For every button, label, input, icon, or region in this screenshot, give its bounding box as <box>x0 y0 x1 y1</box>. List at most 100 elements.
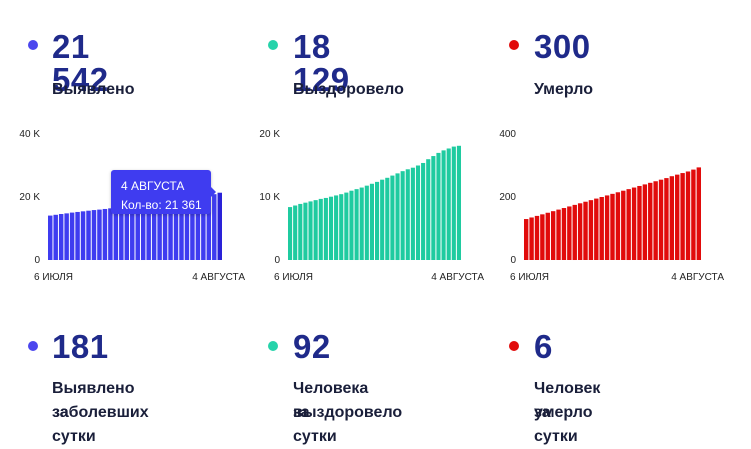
chart-bar <box>621 190 626 260</box>
chart-bar[interactable] <box>64 213 69 260</box>
y-tick-label: 20 K <box>259 129 280 140</box>
stat-detected-dot <box>28 40 38 50</box>
chart-bar[interactable] <box>140 204 146 261</box>
chart-bar <box>567 206 572 260</box>
chart-bar <box>400 171 405 260</box>
chart-bar[interactable] <box>195 197 201 260</box>
stat-recovered-value: 18 129 <box>293 28 350 98</box>
chart-bar <box>359 187 364 260</box>
chart-bar <box>303 202 308 260</box>
chart-bar[interactable] <box>130 205 135 260</box>
y-tick-label: 40 K <box>19 129 40 140</box>
chart-bar[interactable] <box>119 207 124 260</box>
chart-bar[interactable] <box>86 210 91 260</box>
chart-bar <box>369 183 374 260</box>
daily-recovered-label-line2: за сутки <box>293 404 337 445</box>
chart-bar[interactable] <box>91 210 97 260</box>
chart-bar[interactable] <box>124 206 130 260</box>
chart-bar <box>456 145 461 260</box>
chart-bar[interactable] <box>58 214 64 260</box>
stat-detected-value: 21 542 <box>52 28 109 98</box>
chart-bar <box>318 198 323 260</box>
daily-died-label-line2: за сутки <box>534 404 578 445</box>
chart-bar <box>390 175 395 260</box>
chart-bar <box>669 176 675 260</box>
chart-bar <box>540 214 545 260</box>
daily-detected-dot <box>28 341 38 351</box>
chart-bar <box>556 209 561 260</box>
chart-bar[interactable] <box>146 204 151 260</box>
chart-bar <box>349 190 354 260</box>
chart-bar <box>436 152 441 260</box>
chart-bar[interactable] <box>48 215 53 260</box>
chart-bar[interactable] <box>206 195 212 260</box>
chart-bar <box>328 196 334 260</box>
daily-detected-label-line2: за сутки <box>52 404 96 445</box>
chart-bar <box>545 212 550 260</box>
chart-bar <box>675 174 680 260</box>
x-tick-label-start: 6 ИЮЛЯ <box>510 272 549 283</box>
chart-bar <box>431 156 436 260</box>
chart-bar <box>395 173 400 261</box>
chart-bar <box>642 184 648 260</box>
chart-bar[interactable] <box>157 202 162 260</box>
chart-bar[interactable] <box>69 212 75 260</box>
y-tick-label: 0 <box>34 255 40 266</box>
chart-bar <box>385 177 390 260</box>
daily-died-label-line1: Человек умерло <box>534 380 601 421</box>
chart-bar[interactable] <box>102 208 108 260</box>
chart-bar <box>339 194 344 260</box>
chart-bar <box>415 165 421 260</box>
chart-bar <box>441 150 446 260</box>
chart-bar <box>375 181 380 260</box>
chart-bar <box>405 169 410 260</box>
chart-bar[interactable] <box>53 214 58 260</box>
x-tick-label-end: 4 АВГУСТА <box>671 272 724 283</box>
chart-bar <box>529 217 534 260</box>
daily-died-dot <box>509 341 519 351</box>
chart-bar[interactable] <box>168 201 173 260</box>
chart-bar <box>680 173 685 260</box>
chart-bar[interactable] <box>135 205 140 261</box>
chart-bar[interactable] <box>75 211 80 260</box>
chart-bar <box>288 207 293 260</box>
chart-bar[interactable] <box>190 197 195 260</box>
tooltip-arrow <box>211 187 216 197</box>
chart-bar <box>588 200 594 260</box>
chart-bar <box>298 203 303 260</box>
chart-bar[interactable] <box>184 198 190 260</box>
chart-bar[interactable] <box>179 199 184 260</box>
chart-bar[interactable] <box>108 208 113 260</box>
chart-bar <box>615 192 621 260</box>
chart-bar <box>583 201 588 260</box>
chart-bar <box>691 169 696 260</box>
chart-bar[interactable] <box>201 196 206 260</box>
y-tick-label: 200 <box>499 192 516 203</box>
chart-bar[interactable] <box>173 200 179 260</box>
stat-died-dot <box>509 40 519 50</box>
chart-bar <box>561 208 567 260</box>
chart-bar <box>534 215 540 260</box>
y-tick-label: 10 K <box>259 192 280 203</box>
chart-bar <box>334 195 339 260</box>
chart-bar <box>685 171 691 260</box>
x-tick-label-end: 4 АВГУСТА <box>431 272 484 283</box>
died-bar-chart: 0 200 400 6 ИЮЛЯ 4 АВГУСТА <box>499 129 724 283</box>
chart-bar <box>446 148 451 260</box>
chart-tooltip: 4 АВГУСТА Кол-во: 21 361 <box>111 170 211 214</box>
y-tick-label: 0 <box>510 255 516 266</box>
chart-bar[interactable] <box>151 203 157 260</box>
chart-bar <box>426 159 431 260</box>
chart-bar[interactable] <box>113 207 119 260</box>
chart-bar <box>293 205 298 260</box>
chart-bar <box>653 181 658 260</box>
chart-bar[interactable] <box>80 211 86 260</box>
chart-bar <box>323 197 328 260</box>
chart-bar[interactable] <box>162 202 168 260</box>
chart-bar[interactable] <box>217 192 222 260</box>
chart-bar[interactable] <box>212 194 217 260</box>
chart-bar <box>648 182 653 260</box>
chart-bar[interactable] <box>97 209 102 260</box>
chart-bar <box>626 189 631 261</box>
chart-bar <box>594 198 599 260</box>
